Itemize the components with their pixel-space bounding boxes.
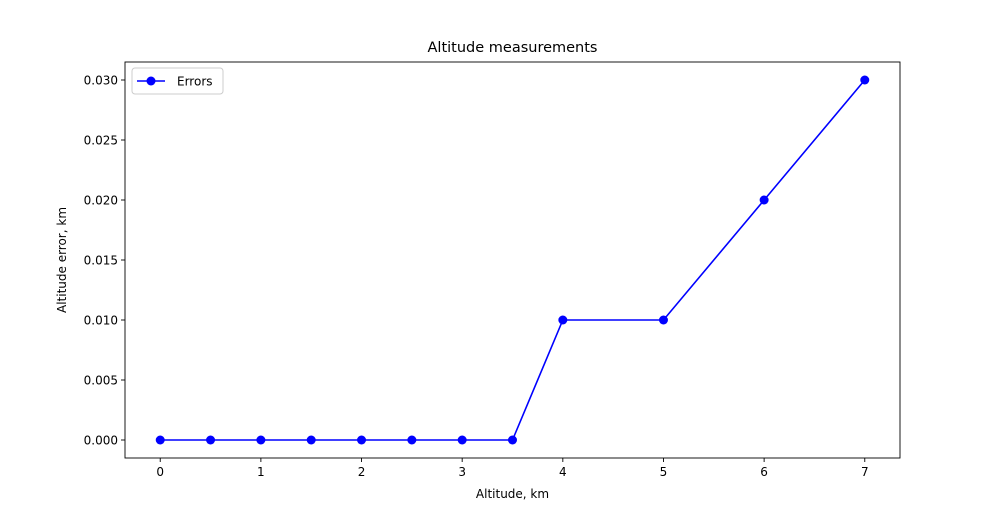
y-axis: 0.000 0.005 0.010 0.015 0.020 0.025 0.030 — [84, 74, 125, 448]
x-tick-label: 1 — [257, 465, 265, 479]
x-tick-label: 0 — [156, 465, 164, 479]
chart-title: Altitude measurements — [428, 40, 598, 56]
x-tick-label: 6 — [760, 465, 768, 479]
series-layer — [155, 75, 870, 445]
data-point — [206, 435, 216, 445]
data-point — [155, 435, 165, 445]
y-tick-label: 0.000 — [84, 434, 118, 448]
plot-frame — [124, 61, 901, 459]
data-point — [256, 435, 266, 445]
y-tick-label: 0.025 — [84, 134, 118, 148]
data-point — [457, 435, 467, 445]
y-axis-label: Altitude error, km — [55, 207, 69, 313]
x-tick-label: 2 — [358, 465, 366, 479]
y-tick-label: 0.030 — [84, 74, 118, 88]
x-tick-label: 3 — [458, 465, 466, 479]
x-tick-label: 7 — [861, 465, 869, 479]
legend-entry: Errors — [177, 75, 213, 89]
y-tick-label: 0.010 — [84, 314, 118, 328]
series-line-errors — [160, 79, 866, 441]
x-axis-label: Altitude, km — [476, 487, 549, 501]
data-point — [759, 195, 769, 205]
legend: Errors — [131, 67, 224, 95]
data-point — [306, 435, 316, 445]
y-tick-label: 0.020 — [84, 194, 118, 208]
y-tick-label: 0.005 — [84, 374, 118, 388]
data-point — [508, 435, 517, 445]
y-tick-label: 0.015 — [84, 254, 118, 268]
data-point — [658, 315, 668, 325]
data-point — [407, 435, 417, 445]
legend-box — [131, 67, 224, 95]
plot-area — [124, 61, 901, 459]
x-axis: 0 1 2 3 4 5 6 7 — [156, 458, 869, 479]
data-point — [860, 75, 870, 85]
x-tick-label: 5 — [660, 465, 668, 479]
x-tick-label: 4 — [559, 465, 567, 479]
data-point — [357, 435, 367, 445]
legend-marker — [146, 76, 156, 86]
data-point — [558, 315, 568, 325]
